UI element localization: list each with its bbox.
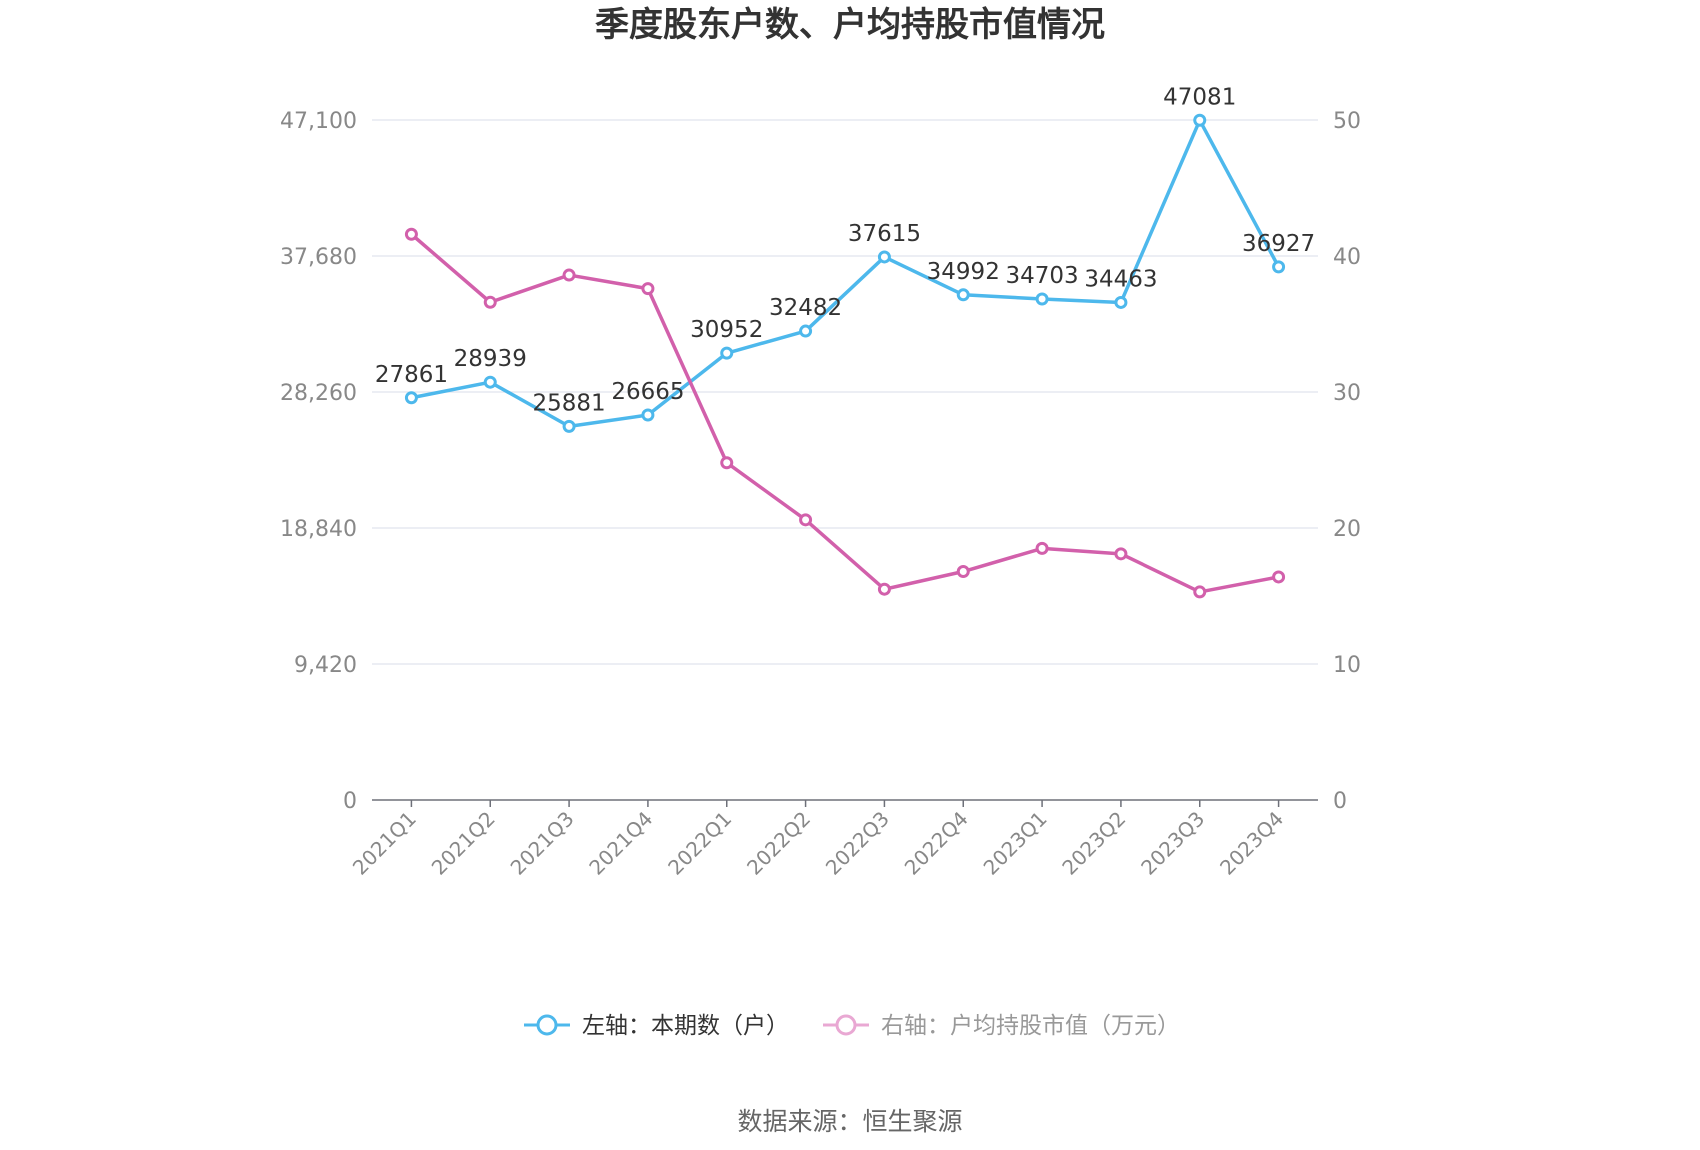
data-point[interactable]	[1272, 570, 1286, 584]
x-tick-label: 2023Q4	[1215, 807, 1288, 880]
y-left-tick-label: 18,840	[280, 517, 357, 542]
y-left-tick-label: 0	[343, 789, 357, 814]
data-point[interactable]	[483, 375, 497, 389]
data-point[interactable]	[1035, 541, 1049, 555]
x-tick-label: 2022Q1	[663, 807, 736, 880]
data-point[interactable]	[877, 250, 891, 264]
data-point[interactable]	[562, 268, 576, 282]
data-point[interactable]	[956, 565, 970, 579]
data-point[interactable]	[1272, 260, 1286, 274]
x-tick-label: 2021Q2	[427, 807, 500, 880]
x-tick-label: 2021Q4	[584, 807, 657, 880]
y-right-tick-label: 10	[1333, 653, 1361, 678]
data-point[interactable]	[956, 288, 970, 302]
axis-layer: 0 0 9,420 10 18,840 20 28,260 30 37,680 40 47,100 5…	[280, 109, 1361, 880]
data-point[interactable]	[1114, 295, 1128, 309]
x-tick-label: 2022Q3	[821, 807, 894, 880]
legend-circle-icon	[536, 1014, 558, 1036]
data-point[interactable]	[404, 391, 418, 405]
data-point[interactable]	[720, 346, 734, 360]
legend-circle-icon	[835, 1014, 857, 1036]
legend-item-left-axis[interactable]: 左轴：本期数（户）	[524, 1013, 789, 1039]
data-label: 34463	[1084, 266, 1157, 292]
y-right-tick-label: 50	[1333, 109, 1361, 134]
legend-label-right: 右轴：户均持股市值（万元）	[881, 1013, 1180, 1039]
data-point[interactable]	[1193, 113, 1207, 127]
data-label: 26665	[611, 379, 684, 405]
chart-title: 季度股东户数、户均持股市值情况	[595, 5, 1105, 45]
series-line-0	[411, 118, 1281, 429]
data-label: 28939	[454, 346, 527, 372]
data-point[interactable]	[877, 582, 891, 596]
y-left-tick-label: 9,420	[294, 653, 357, 678]
data-label: 34992	[927, 259, 1000, 285]
data-label: 36927	[1242, 231, 1315, 257]
data-point[interactable]	[641, 408, 655, 422]
x-tick-label: 2023Q1	[979, 807, 1052, 880]
x-tick-label: 2021Q3	[506, 807, 579, 880]
data-label: 47081	[1163, 84, 1236, 110]
data-point[interactable]	[1193, 585, 1207, 599]
data-point[interactable]	[562, 419, 576, 433]
grid-layer	[372, 119, 1318, 665]
x-tick-label: 2022Q4	[900, 807, 973, 880]
data-label: 27861	[375, 362, 448, 388]
series-layer	[404, 113, 1286, 599]
y-right-tick-label: 0	[1333, 789, 1347, 814]
data-point[interactable]	[799, 324, 813, 338]
y-right-tick-label: 20	[1333, 517, 1361, 542]
data-point[interactable]	[641, 282, 655, 296]
x-tick-label: 2023Q3	[1136, 807, 1209, 880]
x-tick-label: 2023Q2	[1057, 807, 1130, 880]
data-point[interactable]	[483, 295, 497, 309]
legend-label-left: 左轴：本期数（户）	[582, 1013, 789, 1039]
series-line-1	[410, 232, 1279, 594]
data-label: 30952	[690, 317, 763, 343]
x-tick-label: 2022Q2	[742, 807, 815, 880]
legend: 左轴：本期数（户） 右轴：户均持股市值（万元）	[524, 1013, 1180, 1039]
data-label: 32482	[769, 295, 842, 321]
data-point[interactable]	[799, 513, 813, 527]
data-point[interactable]	[404, 227, 418, 241]
data-point[interactable]	[1114, 547, 1128, 561]
y-right-tick-label: 30	[1333, 381, 1361, 406]
legend-item-right-axis[interactable]: 右轴：户均持股市值（万元）	[823, 1013, 1180, 1039]
y-left-tick-label: 37,680	[280, 245, 357, 270]
data-label: 37615	[848, 221, 921, 247]
data-point[interactable]	[1035, 292, 1049, 306]
y-left-tick-label: 28,260	[280, 381, 357, 406]
y-right-tick-label: 40	[1333, 245, 1361, 270]
source-text: 数据来源：恒生聚源	[737, 1107, 962, 1136]
x-tick-label: 2021Q1	[348, 807, 421, 880]
data-label: 25881	[532, 390, 605, 416]
data-label: 34703	[1005, 263, 1078, 289]
y-left-tick-label: 47,100	[280, 109, 357, 134]
data-point[interactable]	[720, 456, 734, 470]
